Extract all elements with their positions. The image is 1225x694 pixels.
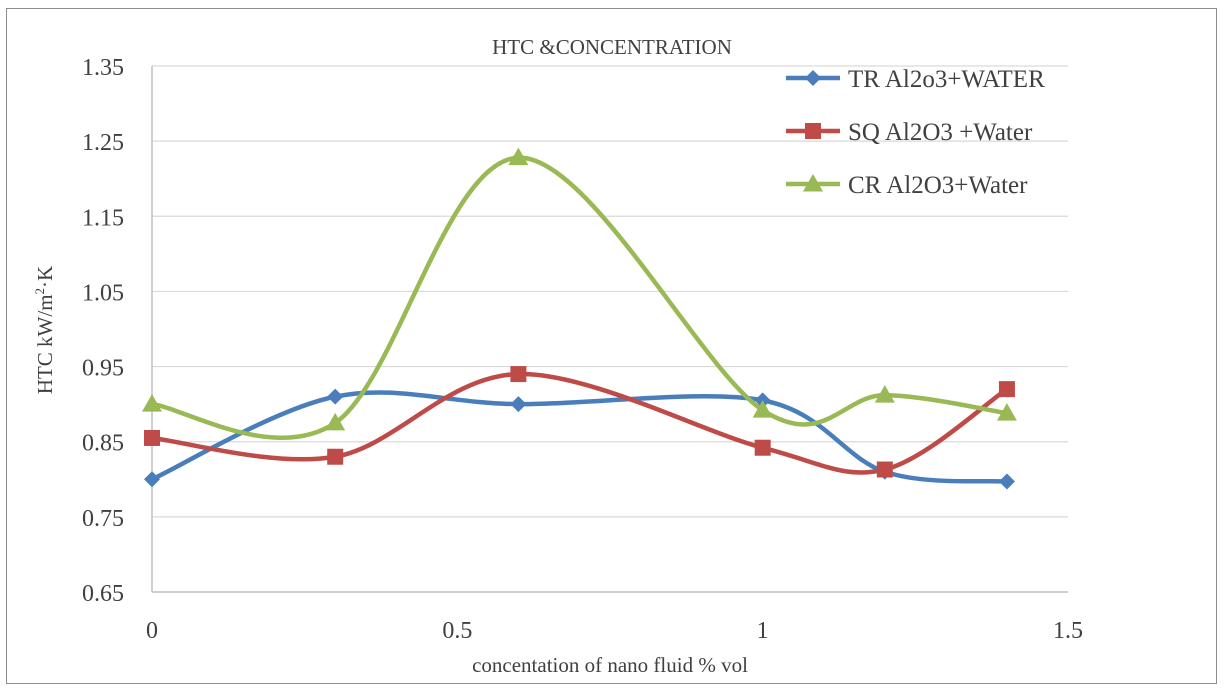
legend-marker	[805, 70, 821, 86]
data-point-3	[325, 412, 346, 431]
data-point-3	[996, 403, 1017, 421]
y-tick-label: 0.95	[82, 356, 124, 382]
data-point-2	[510, 366, 527, 383]
y-axis-title-tail: ·K	[33, 266, 57, 288]
chart-frame	[6, 8, 1217, 684]
data-point-3	[874, 385, 895, 403]
y-axis-title: HTC kW/m2·K	[32, 266, 57, 394]
series-line-3	[149, 155, 1010, 441]
data-point-1	[998, 473, 1015, 490]
series-markers	[142, 147, 1017, 490]
data-point-3	[508, 147, 529, 166]
x-tick-label: 1.5	[1053, 618, 1083, 644]
x-tick-label: 1	[757, 618, 769, 644]
chart-title: HTC &CONCENTRATION	[492, 35, 732, 59]
y-tick-label: 1.05	[82, 280, 124, 306]
legend: TR Al2o3+WATER SQ Al2O3 +Water CR Al2O3+Wa…	[786, 66, 1045, 199]
y-tick-label: 1.35	[82, 55, 124, 81]
data-point-2	[998, 381, 1015, 398]
x-tick-label: 0.5	[442, 618, 472, 644]
gridlines	[152, 65, 1068, 518]
y-axis-title-main: HTC kW/m	[33, 294, 57, 394]
legend-marker	[803, 174, 823, 192]
data-point-2	[876, 461, 893, 478]
series-lines	[149, 155, 1010, 484]
data-point-1	[144, 471, 160, 488]
tick-labels: 0.65 0.75 0.85 0.95 1.05 1.15 1.25 1.35 0 0.5 1 1.5	[82, 55, 1083, 644]
series-line-2	[149, 371, 1010, 475]
y-tick-label: 1.15	[82, 205, 124, 231]
x-tick-label: 0	[146, 618, 158, 644]
data-point-2	[327, 448, 344, 465]
data-point-2	[754, 439, 771, 456]
y-tick-label: 0.85	[82, 431, 124, 457]
data-point-1	[510, 396, 527, 413]
legend-label: CR Al2O3+Water	[848, 172, 1028, 199]
legend-label: TR Al2o3+WATER	[848, 66, 1045, 93]
legend-marker	[805, 123, 821, 139]
y-axis-title-superscript: 2	[32, 288, 47, 295]
x-axis-title: concentation of nano fluid % vol	[472, 653, 748, 677]
data-point-3	[142, 394, 162, 412]
y-tick-label: 1.25	[82, 130, 124, 156]
legend-label: SQ Al2O3 +Water	[848, 119, 1033, 146]
data-point-3	[752, 400, 773, 418]
data-point-1	[327, 388, 344, 405]
axes	[151, 66, 1068, 593]
y-tick-label: 0.65	[82, 581, 124, 607]
y-tick-label: 0.75	[82, 506, 124, 532]
data-point-2	[144, 429, 160, 446]
